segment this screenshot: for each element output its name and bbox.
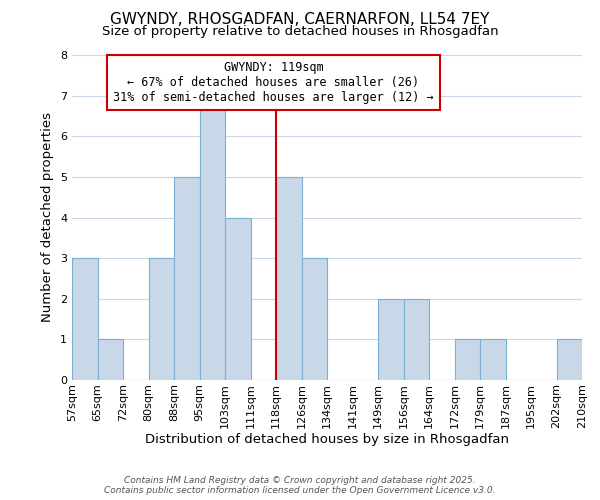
Bar xyxy=(174,177,199,380)
Bar xyxy=(149,258,174,380)
Bar xyxy=(276,177,302,380)
Bar xyxy=(225,218,251,380)
Text: Contains HM Land Registry data © Crown copyright and database right 2025.
Contai: Contains HM Land Registry data © Crown c… xyxy=(104,476,496,495)
Bar xyxy=(72,258,97,380)
Bar xyxy=(378,298,404,380)
Bar xyxy=(480,340,505,380)
Bar xyxy=(404,298,429,380)
Bar xyxy=(199,96,225,380)
X-axis label: Distribution of detached houses by size in Rhosgadfan: Distribution of detached houses by size … xyxy=(145,434,509,446)
Bar xyxy=(302,258,327,380)
Text: GWYNDY: 119sqm
← 67% of detached houses are smaller (26)
31% of semi-detached ho: GWYNDY: 119sqm ← 67% of detached houses … xyxy=(113,61,434,104)
Text: GWYNDY, RHOSGADFAN, CAERNARFON, LL54 7EY: GWYNDY, RHOSGADFAN, CAERNARFON, LL54 7EY xyxy=(110,12,490,28)
Bar xyxy=(557,340,582,380)
Text: Size of property relative to detached houses in Rhosgadfan: Size of property relative to detached ho… xyxy=(101,25,499,38)
Y-axis label: Number of detached properties: Number of detached properties xyxy=(41,112,55,322)
Bar xyxy=(97,340,123,380)
Bar xyxy=(455,340,480,380)
